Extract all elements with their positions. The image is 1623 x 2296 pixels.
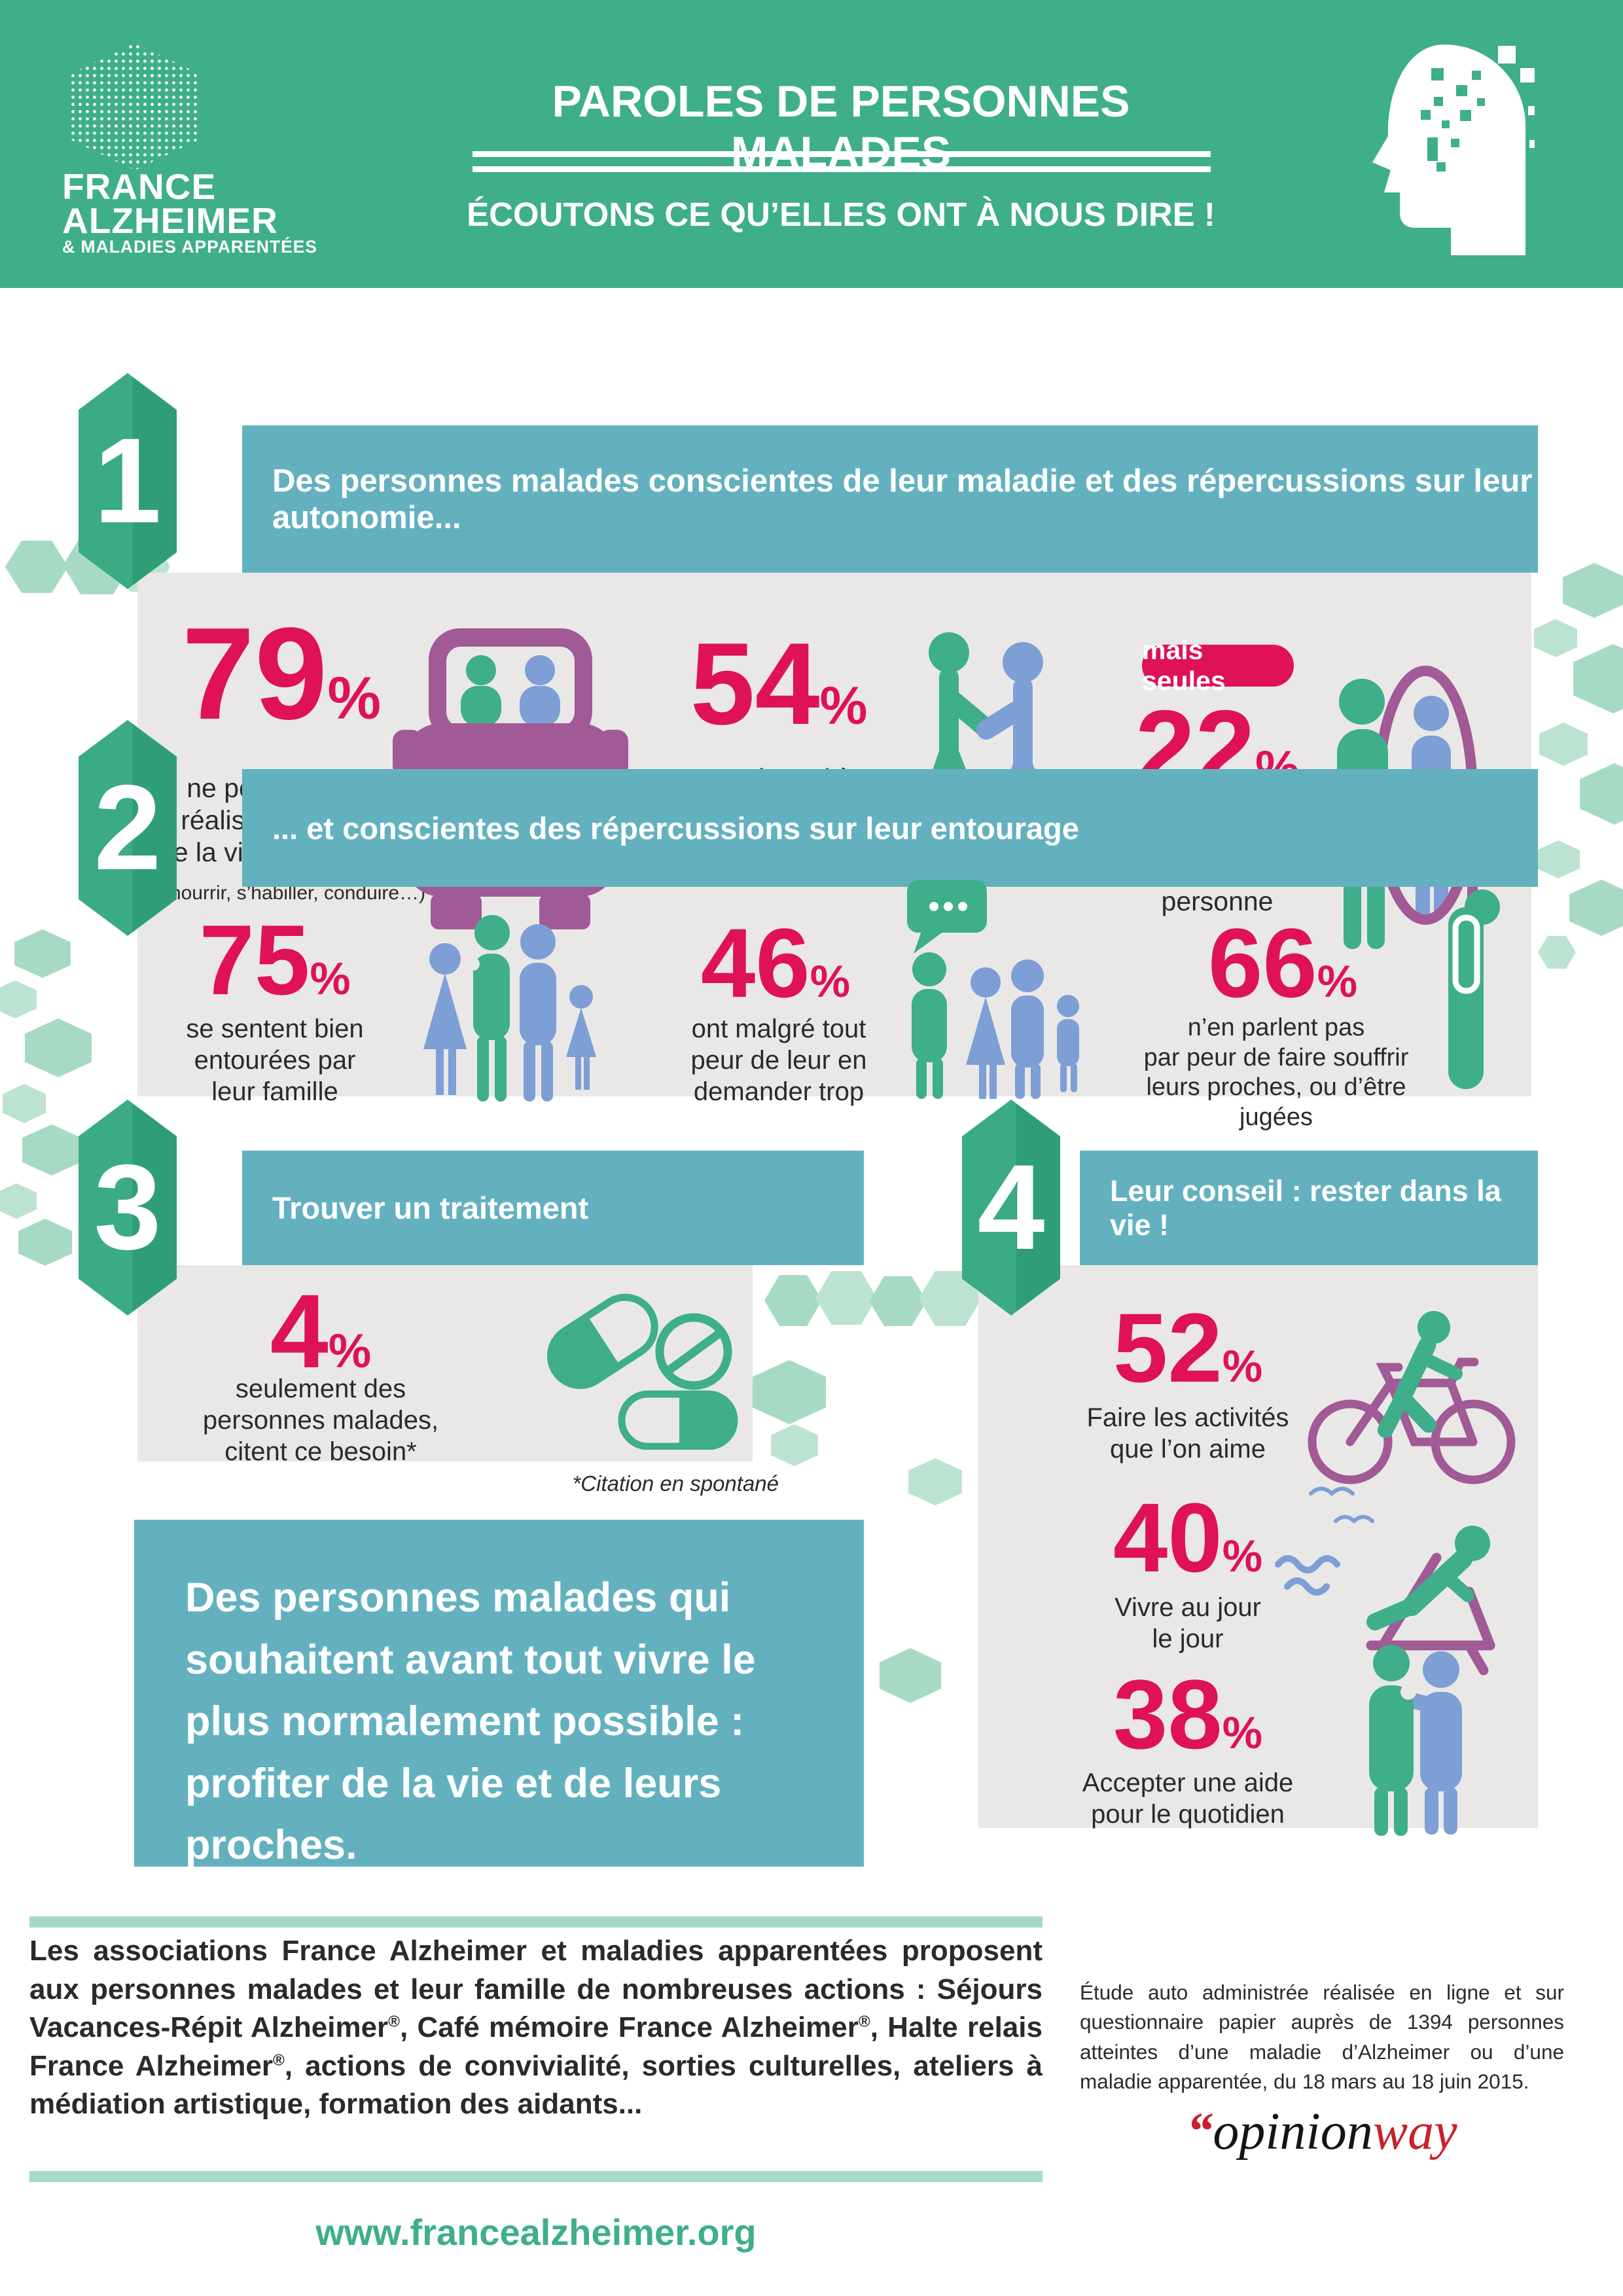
registered-mark: ® xyxy=(388,2013,400,2031)
family-icon xyxy=(423,915,596,1102)
title-divider-bottom xyxy=(473,166,1211,172)
silent-person-icon xyxy=(1448,889,1500,1089)
header-band: FRANCE ALZHEIMER & MALADIES APPARENTÉES … xyxy=(0,0,1623,288)
stat-54-number: 54% xyxy=(690,619,868,749)
hex-decoration xyxy=(0,1183,37,1219)
registered-mark: ® xyxy=(273,2051,285,2069)
hex-decoration xyxy=(815,1271,877,1325)
stat-38-label: Accepter une aide pour le quotidien xyxy=(1082,1768,1294,1829)
hex-decoration xyxy=(880,1648,941,1703)
stat-52-label: Faire les activités que l’on aime xyxy=(1086,1403,1289,1463)
section-2-box xyxy=(137,887,1531,1096)
page-subtitle: ÉCOUTONS CE QU’ELLES ONT À NOUS DIRE ! xyxy=(467,196,1215,233)
section-2-banner: ... et conscientes des répercussions sur… xyxy=(242,769,1538,887)
hex-decoration xyxy=(1537,840,1580,878)
stat-52-number: 52% xyxy=(1113,1293,1263,1403)
hex-decoration xyxy=(771,1424,818,1466)
hex-decoration xyxy=(908,1458,962,1505)
stat-75-label: se sentent bien entourées par leur famil… xyxy=(186,1014,364,1106)
logo-line-1: FRANCE xyxy=(62,166,217,207)
speech-family-icon xyxy=(907,880,1079,1099)
hex-decoration xyxy=(1580,763,1623,825)
hex-decoration xyxy=(1573,644,1623,713)
dissolving-head-icon xyxy=(1372,45,1535,255)
registered-mark: ® xyxy=(858,2013,870,2031)
stat-75-number: 75% xyxy=(199,905,351,1016)
divider-bar-top xyxy=(29,1916,1043,1928)
stat-40-label: Vivre au jour le jour xyxy=(1115,1593,1261,1653)
hex-decoration xyxy=(1534,619,1577,657)
france-alzheimer-logo-icon xyxy=(71,43,199,170)
hex-decoration xyxy=(0,980,37,1018)
opinionway-quote-mark: “ xyxy=(1186,2103,1213,2161)
stat-46-label: ont malgré tout peur de leur en demander… xyxy=(690,1014,867,1106)
hex-decoration xyxy=(14,929,71,978)
cycling-icon xyxy=(1308,1311,1516,1484)
helping-icon xyxy=(1369,1645,1462,1836)
logo-line-3: & MALADIES APPARENTÉES xyxy=(62,237,318,257)
stat-4-number: 4% xyxy=(270,1272,372,1390)
hex-decoration xyxy=(5,541,68,593)
section-3-badge: 3 xyxy=(79,1100,177,1316)
divider-bar-bottom xyxy=(29,2171,1043,2182)
hex-decoration xyxy=(22,1124,81,1175)
hex-decoration xyxy=(25,1018,92,1077)
logo-line-2: ALZHEIMER xyxy=(62,200,278,241)
opinionway-logo: “opinionway xyxy=(1186,2103,1457,2161)
section-3-banner: Trouver un traitement xyxy=(242,1151,864,1265)
hex-decoration xyxy=(764,1275,822,1326)
hex-decoration xyxy=(1563,563,1623,618)
hex-decoration xyxy=(753,1360,826,1424)
hex-decoration xyxy=(1569,880,1623,936)
stat-46-number: 46% xyxy=(700,908,851,1018)
page-title: PAROLES DE PERSONNES MALADES xyxy=(552,77,1130,177)
section-3-footnote: *Citation en spontané xyxy=(572,1471,779,1496)
title-divider-top xyxy=(473,151,1211,157)
stat-4-label: seulement des personnes malades, citent … xyxy=(202,1374,439,1466)
stat-38-number: 38% xyxy=(1113,1659,1263,1769)
hex-decoration xyxy=(1539,723,1588,766)
section-1-badge: 1 xyxy=(79,373,177,589)
study-note: Étude auto administrée réalisée en ligne… xyxy=(1080,1981,1564,2094)
website-link[interactable]: www.francealzheimer.org xyxy=(315,2212,757,2253)
stat-40-number: 40% xyxy=(1113,1482,1263,1592)
stat-79-number: 79% xyxy=(181,601,382,747)
hex-decoration xyxy=(3,1084,46,1123)
quote-box: Des personnes malades qui souhaitent ava… xyxy=(134,1520,864,1868)
stat-22-pill: mais seules xyxy=(1142,635,1294,696)
section-2-badge: 2 xyxy=(79,720,177,936)
pills-icon xyxy=(546,1293,738,1450)
associations-paragraph: Les associations France Alzheimer et mal… xyxy=(29,1935,1043,2121)
stat-66-label: n’en parlent pas par peur de faire souff… xyxy=(1143,1014,1409,1131)
hex-decoration xyxy=(869,1276,927,1326)
stat-66-number: 66% xyxy=(1207,908,1358,1018)
hex-decoration xyxy=(18,1219,72,1266)
section-4-badge: 4 xyxy=(962,1100,1060,1316)
section-1-banner: Des personnes malades conscientes de leu… xyxy=(242,425,1538,573)
hex-decoration xyxy=(1538,936,1576,969)
section-4-banner: Leur conseil : rester dans la vie ! xyxy=(1080,1151,1538,1265)
